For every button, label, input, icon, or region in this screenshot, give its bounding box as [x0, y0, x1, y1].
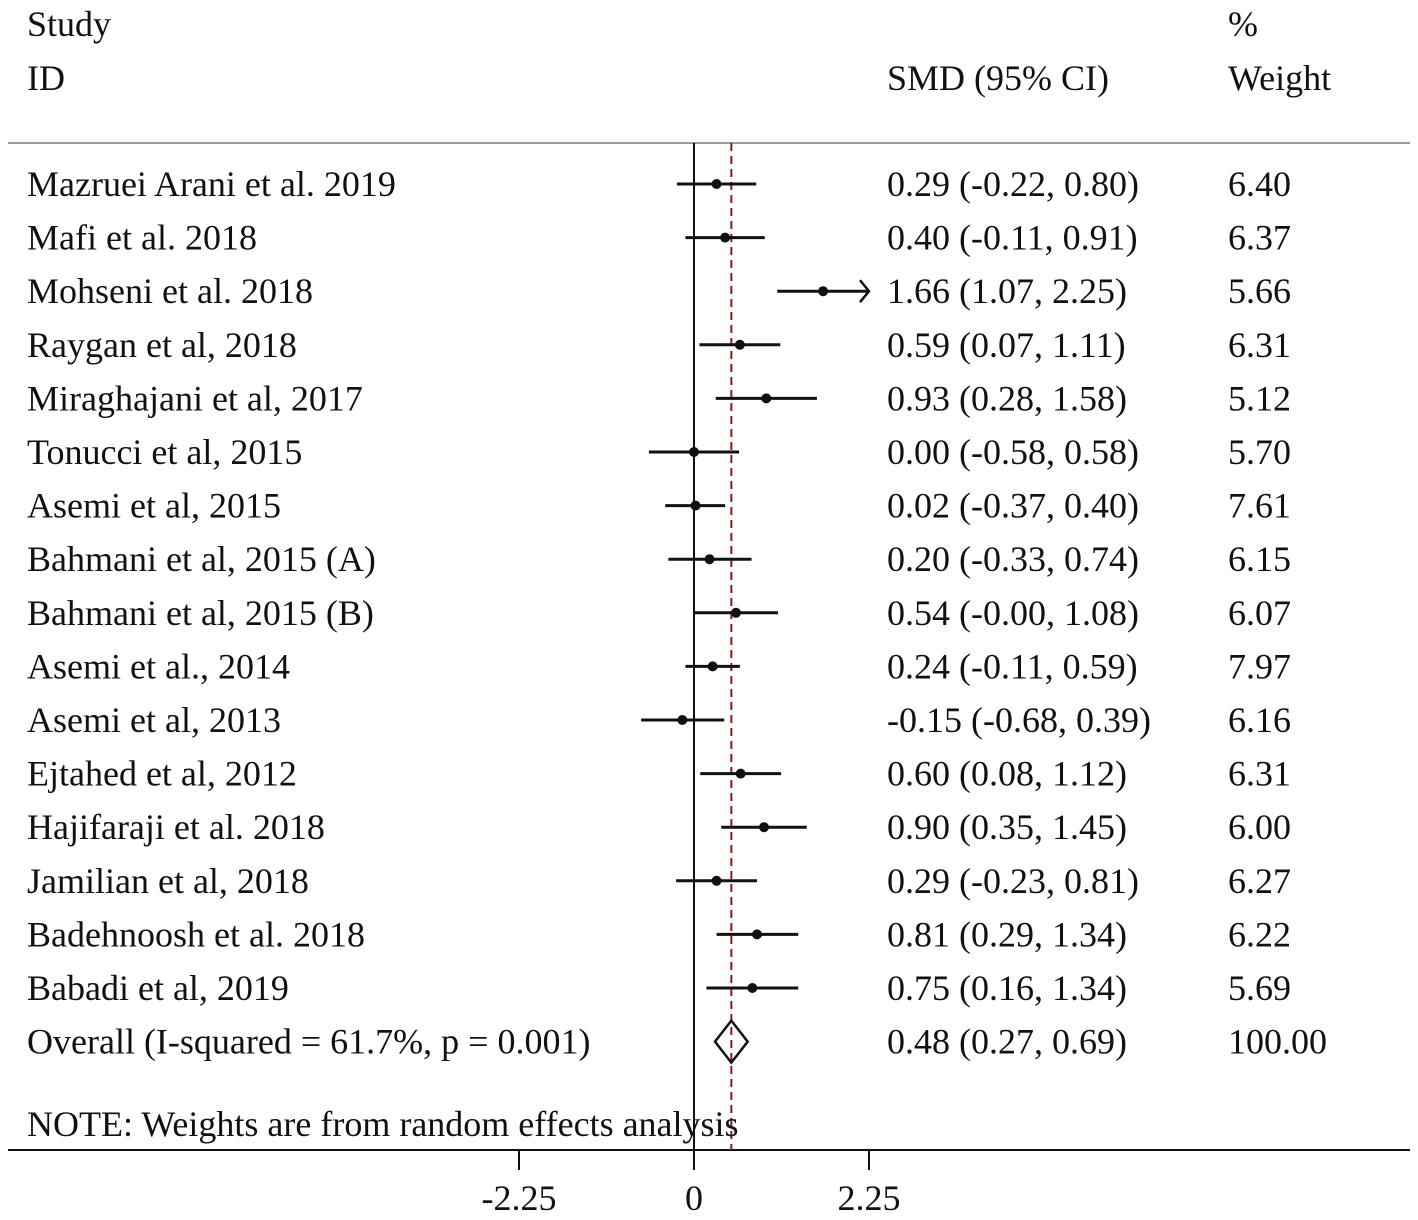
- study-point-estimate: [689, 447, 699, 457]
- overall-label: Overall (I-squared = 61.7%, p = 0.001): [27, 1022, 590, 1062]
- study-weight: 6.31: [1228, 754, 1291, 794]
- study-ci-text: 0.93 (0.28, 1.58): [887, 378, 1127, 418]
- study-point-estimate: [752, 929, 762, 940]
- study-weight: 6.37: [1228, 218, 1291, 258]
- study-weight: 6.27: [1228, 861, 1291, 901]
- study-ci-text: 0.02 (-0.37, 0.40): [887, 486, 1139, 526]
- study-ci-text: 0.40 (-0.11, 0.91): [887, 218, 1138, 258]
- study-label: Mazruei Arani et al. 2019: [27, 164, 396, 204]
- study-label: Hajifaraji et al. 2018: [27, 807, 325, 847]
- study-point-estimate: [731, 607, 741, 618]
- study-weight: 6.15: [1228, 539, 1291, 579]
- study-label: Asemi et al, 2015: [27, 486, 281, 526]
- study-point-estimate: [734, 339, 745, 350]
- study-ci-text: 0.29 (-0.22, 0.80): [887, 164, 1139, 204]
- study-point-estimate: [707, 661, 718, 672]
- header-study: Study: [27, 4, 112, 44]
- study-weight: 7.61: [1228, 486, 1291, 526]
- footnote: NOTE: Weights are from random effects an…: [27, 1104, 739, 1144]
- study-weight: 5.66: [1228, 271, 1291, 311]
- study-weight: 5.69: [1228, 968, 1291, 1008]
- study-label: Bahmani et al, 2015 (A): [27, 539, 376, 579]
- study-weight: 5.12: [1228, 378, 1291, 418]
- study-point-estimate: [735, 768, 746, 779]
- study-ci-text: 0.29 (-0.23, 0.81): [887, 861, 1139, 901]
- x-tick-label: 2.25: [838, 1178, 901, 1218]
- study-label: Miraghajani et al, 2017: [27, 378, 363, 418]
- study-label: Jamilian et al, 2018: [27, 861, 309, 901]
- study-ci-text: 0.60 (0.08, 1.12): [887, 754, 1127, 794]
- study-label: Asemi et al, 2013: [27, 700, 281, 740]
- study-point-estimate: [747, 983, 758, 993]
- header-weight-percent: %: [1228, 4, 1258, 44]
- study-point-estimate: [704, 554, 715, 565]
- study-weight: 6.40: [1228, 164, 1291, 204]
- study-weight: 6.07: [1228, 593, 1291, 633]
- study-label: Babadi et al, 2019: [27, 968, 289, 1008]
- ci-truncation-arrow: [859, 279, 871, 303]
- study-point-estimate: [720, 232, 731, 243]
- study-point-estimate: [677, 715, 688, 725]
- x-tick-label: -2.25: [482, 1178, 557, 1218]
- study-label: Mafi et al. 2018: [27, 218, 257, 258]
- study-label: Ejtahed et al, 2012: [27, 754, 297, 794]
- study-ci-text: -0.15 (-0.68, 0.39): [887, 700, 1151, 740]
- study-ci-text: 0.59 (0.07, 1.11): [887, 325, 1126, 365]
- study-point-estimate: [818, 286, 829, 297]
- study-weight: 6.00: [1228, 807, 1291, 847]
- study-point-estimate: [759, 822, 769, 833]
- study-weight: 6.16: [1228, 700, 1291, 740]
- study-label: Bahmani et al, 2015 (B): [27, 593, 374, 633]
- study-label: Tonucci et al, 2015: [27, 432, 302, 472]
- study-weight: 6.31: [1228, 325, 1291, 365]
- overall-diamond: [713, 1018, 750, 1065]
- study-ci-text: 0.90 (0.35, 1.45): [887, 807, 1127, 847]
- header-effect: SMD (95% CI): [887, 58, 1109, 98]
- study-ci-text: 0.75 (0.16, 1.34): [887, 968, 1127, 1008]
- header-weight: Weight: [1228, 58, 1332, 98]
- study-point-estimate: [711, 179, 722, 189]
- study-ci-text: 0.24 (-0.11, 0.59): [887, 646, 1138, 686]
- study-ci-text: 1.66 (1.07, 2.25): [887, 271, 1127, 311]
- study-point-estimate: [711, 875, 722, 886]
- study-point-estimate: [690, 500, 701, 511]
- overall-weight: 100.00: [1228, 1022, 1327, 1062]
- study-label: Mohseni et al. 2018: [27, 271, 313, 311]
- study-weight: 6.22: [1228, 914, 1291, 954]
- study-ci-text: 0.20 (-0.33, 0.74): [887, 539, 1139, 579]
- study-weight: 7.97: [1228, 646, 1291, 686]
- x-tick-label: 0: [685, 1178, 703, 1218]
- study-label: Asemi et al., 2014: [27, 646, 290, 686]
- study-ci-text: 0.00 (-0.58, 0.58): [887, 432, 1139, 472]
- header-id: ID: [27, 58, 65, 98]
- study-ci-text: 0.54 (-0.00, 1.08): [887, 593, 1139, 633]
- study-weight: 5.70: [1228, 432, 1291, 472]
- study-label: Badehnoosh et al. 2018: [27, 914, 365, 954]
- study-ci-text: 0.81 (0.29, 1.34): [887, 914, 1127, 954]
- study-point-estimate: [761, 393, 772, 404]
- overall-ci-text: 0.48 (0.27, 0.69): [887, 1022, 1127, 1062]
- study-label: Raygan et al, 2018: [27, 325, 297, 365]
